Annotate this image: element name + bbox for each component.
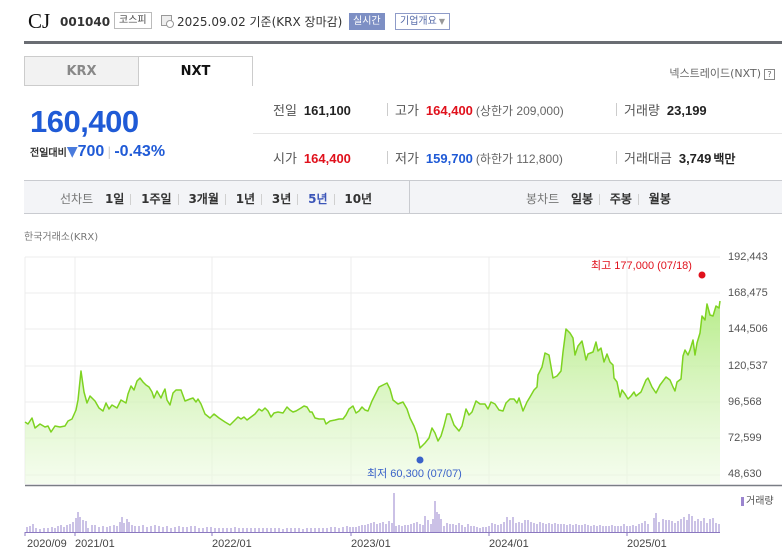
current-price: 160,400 (30, 104, 139, 139)
change-percent: -0.43% (114, 143, 166, 160)
period-3m[interactable]: 3개월 (188, 192, 219, 206)
market-badge: 코스피 (114, 12, 152, 29)
y-tick: 144,506 (728, 323, 768, 335)
period-1w[interactable]: 1주일 (141, 192, 172, 206)
volume-swatch (741, 496, 744, 506)
line-chart-periods: 선차트 1일 1주일 3개월 1년 3년 5년 10년 (60, 192, 373, 206)
y-tick: 120,537 (728, 360, 768, 372)
divider (616, 103, 617, 116)
price-change: 전일대비▼700 | -0.43% (30, 143, 165, 161)
data-source: 한국거래소(KRX) (24, 232, 99, 243)
down-triangle-icon: ▼ (66, 144, 78, 160)
change-amount: 700 (77, 143, 105, 160)
stat-open: 시가 164,400 (273, 151, 351, 166)
calendar-clock-icon (161, 15, 174, 28)
nxt-info: 넥스트레이드(NXT)? (669, 65, 775, 81)
chevron-down-icon: ▼ (438, 17, 445, 26)
price-chart[interactable]: 192,443 168,475 144,506 120,537 96,568 7… (0, 245, 782, 560)
stat-high: 고가 164,400 (상한가 209,000) (395, 103, 564, 118)
low-annotation: 최저 60,300 (07/07) (367, 468, 462, 480)
company-overview-label: 기업개요 (400, 16, 437, 27)
nxt-label: 넥스트레이드(NXT) (669, 67, 761, 80)
high-annotation: 최고 177,000 (07/18) (591, 260, 692, 272)
stock-header: CJ 001040 코스피 2025.09.02 기준(KRX 장마감) 실시간… (0, 0, 782, 42)
y-tick: 192,443 (728, 251, 768, 263)
period-5y[interactable]: 5년 (308, 192, 328, 206)
period-10y[interactable]: 10년 (344, 192, 373, 206)
separator: | (107, 145, 112, 159)
x-tick: 2020/09 (27, 538, 67, 550)
tab-krx[interactable]: KRX (24, 56, 139, 86)
help-icon[interactable]: ? (764, 68, 775, 80)
header-divider (24, 41, 782, 44)
period-1y[interactable]: 1년 (235, 192, 256, 206)
candle-monthly[interactable]: 월봉 (648, 192, 671, 206)
price-chart-svg (24, 256, 782, 536)
candle-chart-periods: 봉차트 일봉 주봉 월봉 (526, 192, 671, 206)
y-tick: 168,475 (728, 287, 768, 299)
x-tick: 2021/01 (75, 538, 115, 550)
stat-prev-close: 전일 161,100 (273, 103, 351, 118)
divider (387, 151, 388, 164)
period-1d[interactable]: 1일 (104, 192, 125, 206)
realtime-button[interactable]: 실시간 (349, 13, 385, 30)
period-3y[interactable]: 3년 (271, 192, 292, 206)
stock-name: CJ (28, 9, 51, 33)
divider (387, 103, 388, 116)
stat-amount: 거래대금 3,749 백만 (624, 151, 736, 166)
x-tick: 2022/01 (212, 538, 252, 550)
y-tick: 48,630 (728, 468, 762, 480)
divider (616, 151, 617, 164)
tab-nxt[interactable]: NXT (138, 56, 253, 86)
stock-code: 001040 (60, 15, 111, 29)
company-overview-dropdown[interactable]: 기업개요 ▼ (395, 13, 450, 30)
y-tick: 72,599 (728, 432, 762, 444)
candle-weekly[interactable]: 주봉 (609, 192, 632, 206)
chart-period-bar: 선차트 1일 1주일 3개월 1년 3년 5년 10년 봉차트 일봉 주봉 월봉 (24, 180, 782, 214)
stat-low: 저가 159,700 (하한가 112,800) (395, 151, 563, 166)
stats-divider (253, 133, 782, 134)
x-tick: 2024/01 (489, 538, 529, 550)
exchange-tabs: KRX NXT (24, 56, 253, 86)
candle-daily[interactable]: 일봉 (570, 192, 594, 206)
quote-stats: 전일 161,100 고가 164,400 (상한가 209,000) 거래량 23,1… (253, 88, 782, 180)
volume-legend: 거래량 (741, 492, 774, 507)
y-tick: 96,568 (728, 396, 762, 408)
quote-date: 2025.09.02 기준(KRX 장마감) (177, 15, 343, 29)
stat-volume: 거래량 23,199 (624, 103, 707, 118)
divider (409, 181, 410, 214)
x-tick: 2025/01 (627, 538, 667, 550)
change-label: 전일대비 (30, 148, 67, 159)
x-tick: 2023/01 (351, 538, 391, 550)
